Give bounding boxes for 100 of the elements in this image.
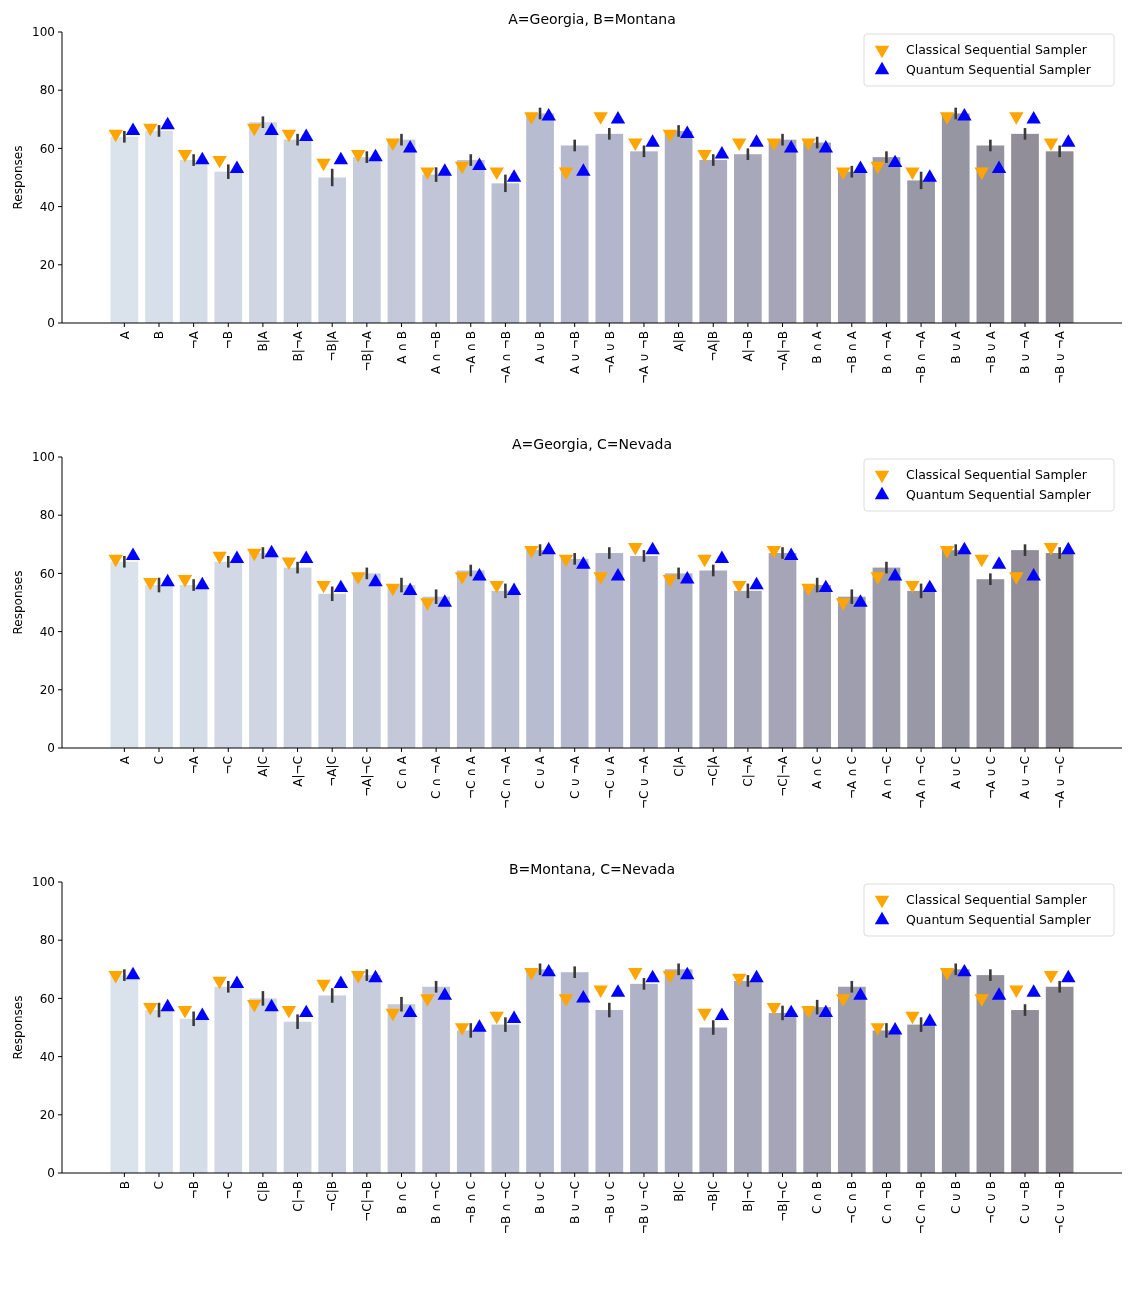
- bar: [526, 113, 554, 323]
- y-tick-label: 60: [39, 141, 55, 156]
- x-tick-label: C ∩ A: [394, 755, 409, 789]
- bar: [1011, 550, 1039, 748]
- x-tick-label: A|¬B: [741, 331, 756, 362]
- y-tick-label: 100: [32, 875, 55, 890]
- chart-title: A=Georgia, B=Montana: [508, 11, 676, 27]
- x-tick-label: ¬B|A: [325, 330, 340, 362]
- bar: [734, 590, 762, 748]
- x-tick-label: ¬B: [186, 1181, 201, 1200]
- x-tick-label: ¬B|¬C: [775, 1181, 790, 1222]
- bar: [630, 151, 658, 323]
- legend-label: Classical Sequential Sampler: [906, 42, 1088, 58]
- y-tick-label: 20: [39, 1108, 55, 1122]
- x-tick-label: B ∪ ¬A: [1018, 330, 1033, 374]
- bar: [491, 1024, 520, 1173]
- bar: [179, 1018, 208, 1173]
- x-tick-label: ¬A: [186, 755, 201, 775]
- legend-label: Quantum Sequential Sampler: [906, 487, 1092, 503]
- chart-title: A=Georgia, C=Nevada: [511, 436, 673, 452]
- y-axis-title: Responses: [11, 995, 25, 1060]
- bar: [422, 986, 450, 1173]
- bar: [352, 573, 381, 748]
- x-tick-label: C|A: [671, 755, 686, 777]
- bar: [976, 975, 1005, 1173]
- legend-label: Classical Sequential Sampler: [906, 892, 1088, 908]
- x-tick-label: ¬C ∩ ¬A: [498, 755, 513, 810]
- x-tick-label: ¬C ∩ B: [845, 1181, 859, 1225]
- bar: [249, 553, 277, 748]
- bar: [145, 130, 173, 323]
- x-tick-label: ¬B: [221, 331, 236, 350]
- x-tick-label: ¬B ∪ A: [983, 330, 998, 374]
- legend-label: Quantum Sequential Sampler: [906, 912, 1092, 928]
- y-tick-label: 60: [39, 566, 55, 581]
- bar: [249, 998, 277, 1173]
- bar: [526, 550, 554, 748]
- x-tick-label: ¬B ∪ ¬A: [1052, 330, 1067, 384]
- x-tick-label: ¬B|C: [706, 1181, 721, 1212]
- bar: [941, 969, 970, 1173]
- y-tick-label: 100: [32, 25, 55, 40]
- x-tick-label: ¬C|B: [325, 1181, 340, 1212]
- bar: [699, 1027, 728, 1173]
- x-tick-label: ¬A|¬B: [775, 331, 790, 372]
- bar: [976, 145, 1005, 323]
- bar: [768, 139, 797, 323]
- bar: [318, 593, 347, 748]
- bar: [387, 139, 416, 323]
- bar: [352, 975, 381, 1173]
- x-tick-label: ¬C: [221, 1181, 236, 1200]
- x-tick-label: ¬A ∪ ¬C: [1052, 756, 1067, 810]
- bar: [595, 133, 624, 323]
- bar: [491, 183, 520, 323]
- x-tick-label: ¬B ∪ ¬C: [637, 1181, 652, 1235]
- bar: [283, 567, 312, 748]
- bar: [595, 553, 624, 748]
- x-tick-label: ¬C: [221, 756, 236, 775]
- x-tick-label: A ∪ B: [533, 331, 548, 364]
- chart-title: B=Montana, C=Nevada: [508, 861, 676, 877]
- x-tick-label: ¬C|¬A: [775, 755, 790, 797]
- x-tick-label: B ∪ A: [948, 330, 963, 364]
- bar: [145, 585, 173, 748]
- x-tick-label: B|C: [671, 1181, 686, 1202]
- y-tick-label: 60: [39, 991, 55, 1006]
- x-tick-label: B ∩ ¬A: [879, 330, 894, 374]
- x-tick-label: B|¬C: [741, 1181, 756, 1212]
- x-tick-label: ¬B|¬A: [360, 330, 375, 372]
- x-tick-label: A ∪ ¬C: [1018, 756, 1033, 800]
- x-tick-label: C: [152, 756, 167, 765]
- x-tick-label: C|¬A: [741, 755, 756, 787]
- bar: [630, 555, 658, 748]
- bar: [768, 1012, 797, 1173]
- bar: [699, 160, 728, 323]
- bar: [456, 1030, 485, 1173]
- x-tick-label: C ∩ B: [810, 1181, 825, 1215]
- x-tick-label: ¬A|C: [325, 756, 340, 787]
- x-tick-label: A|B: [671, 331, 686, 352]
- bar: [630, 983, 658, 1173]
- bar: [907, 180, 935, 323]
- x-tick-label: ¬C ∩ ¬B: [914, 1181, 929, 1235]
- x-tick-label: ¬A ∪ B: [602, 331, 617, 374]
- bar: [179, 160, 208, 323]
- x-tick-label: A ∩ C: [810, 756, 825, 789]
- x-tick-label: B ∪ ¬C: [567, 1181, 582, 1225]
- bar: [664, 130, 693, 323]
- x-tick-label: ¬C|¬B: [360, 1181, 375, 1222]
- bar: [872, 157, 901, 323]
- bar: [595, 1010, 624, 1173]
- bar: [1045, 553, 1074, 748]
- x-tick-label: C|B: [256, 1181, 271, 1202]
- bar: [283, 139, 312, 323]
- bar: [1011, 1010, 1039, 1173]
- x-tick-label: C ∪ ¬A: [567, 755, 582, 800]
- bar: [837, 986, 866, 1173]
- bar: [699, 570, 728, 748]
- bar: [734, 980, 762, 1173]
- legend-label: Quantum Sequential Sampler: [906, 62, 1092, 78]
- x-tick-label: ¬C ∪ ¬A: [637, 755, 652, 810]
- y-tick-label: 100: [32, 450, 55, 465]
- bar: [387, 585, 416, 748]
- y-tick-label: 0: [47, 1166, 55, 1181]
